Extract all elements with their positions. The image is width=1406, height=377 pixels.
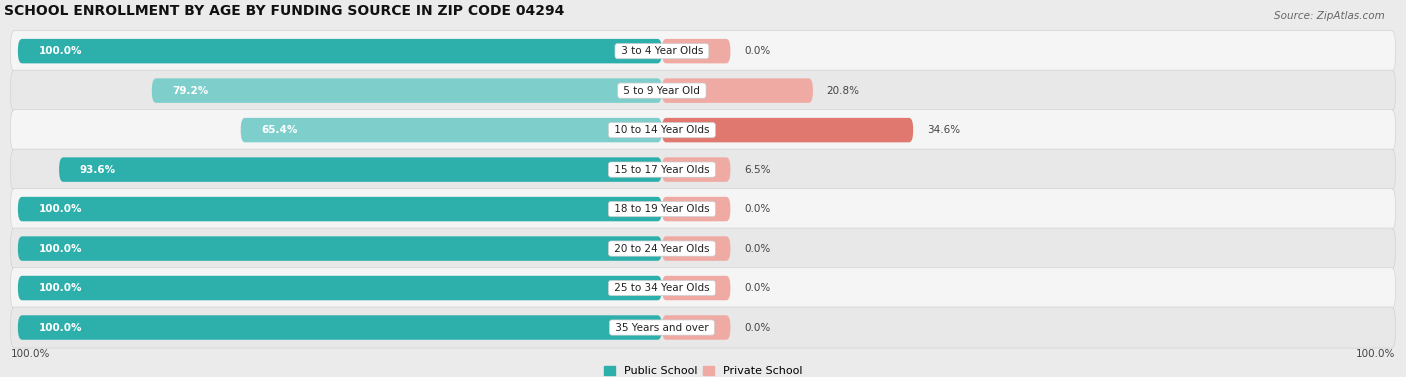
FancyBboxPatch shape (11, 188, 1395, 230)
Text: 6.5%: 6.5% (744, 165, 770, 175)
Text: 20 to 24 Year Olds: 20 to 24 Year Olds (612, 244, 713, 254)
FancyBboxPatch shape (11, 110, 1395, 151)
FancyBboxPatch shape (662, 39, 730, 63)
FancyBboxPatch shape (662, 276, 730, 300)
Text: 18 to 19 Year Olds: 18 to 19 Year Olds (612, 204, 713, 214)
Text: 79.2%: 79.2% (173, 86, 208, 96)
FancyBboxPatch shape (18, 315, 662, 340)
FancyBboxPatch shape (11, 31, 1395, 72)
FancyBboxPatch shape (152, 78, 662, 103)
FancyBboxPatch shape (662, 157, 730, 182)
FancyBboxPatch shape (18, 39, 662, 63)
FancyBboxPatch shape (11, 307, 1395, 348)
FancyBboxPatch shape (11, 149, 1395, 190)
Text: 25 to 34 Year Olds: 25 to 34 Year Olds (612, 283, 713, 293)
Legend: Public School, Private School: Public School, Private School (603, 366, 803, 376)
Text: 100.0%: 100.0% (38, 323, 82, 333)
FancyBboxPatch shape (11, 268, 1395, 309)
Text: 34.6%: 34.6% (927, 125, 960, 135)
Text: Source: ZipAtlas.com: Source: ZipAtlas.com (1274, 11, 1385, 21)
Text: 0.0%: 0.0% (744, 283, 770, 293)
Text: 100.0%: 100.0% (1355, 349, 1395, 359)
FancyBboxPatch shape (18, 276, 662, 300)
FancyBboxPatch shape (240, 118, 662, 143)
FancyBboxPatch shape (662, 197, 730, 221)
Text: 20.8%: 20.8% (827, 86, 859, 96)
Text: 100.0%: 100.0% (11, 349, 51, 359)
Text: 10 to 14 Year Olds: 10 to 14 Year Olds (612, 125, 713, 135)
FancyBboxPatch shape (662, 236, 730, 261)
Text: 0.0%: 0.0% (744, 46, 770, 56)
FancyBboxPatch shape (662, 315, 730, 340)
Text: 100.0%: 100.0% (38, 283, 82, 293)
FancyBboxPatch shape (662, 78, 813, 103)
Text: 35 Years and over: 35 Years and over (612, 323, 711, 333)
FancyBboxPatch shape (662, 118, 912, 143)
FancyBboxPatch shape (11, 70, 1395, 111)
Text: 93.6%: 93.6% (80, 165, 115, 175)
FancyBboxPatch shape (11, 228, 1395, 269)
Text: 100.0%: 100.0% (38, 46, 82, 56)
Text: 0.0%: 0.0% (744, 244, 770, 254)
Text: 15 to 17 Year Olds: 15 to 17 Year Olds (612, 165, 713, 175)
Text: 3 to 4 Year Olds: 3 to 4 Year Olds (617, 46, 706, 56)
FancyBboxPatch shape (18, 197, 662, 221)
Text: 100.0%: 100.0% (38, 204, 82, 214)
Text: 5 to 9 Year Old: 5 to 9 Year Old (620, 86, 703, 96)
Text: 0.0%: 0.0% (744, 204, 770, 214)
FancyBboxPatch shape (18, 236, 662, 261)
FancyBboxPatch shape (59, 157, 662, 182)
Text: SCHOOL ENROLLMENT BY AGE BY FUNDING SOURCE IN ZIP CODE 04294: SCHOOL ENROLLMENT BY AGE BY FUNDING SOUR… (4, 4, 565, 18)
Text: 65.4%: 65.4% (262, 125, 298, 135)
Text: 0.0%: 0.0% (744, 323, 770, 333)
Text: 100.0%: 100.0% (38, 244, 82, 254)
